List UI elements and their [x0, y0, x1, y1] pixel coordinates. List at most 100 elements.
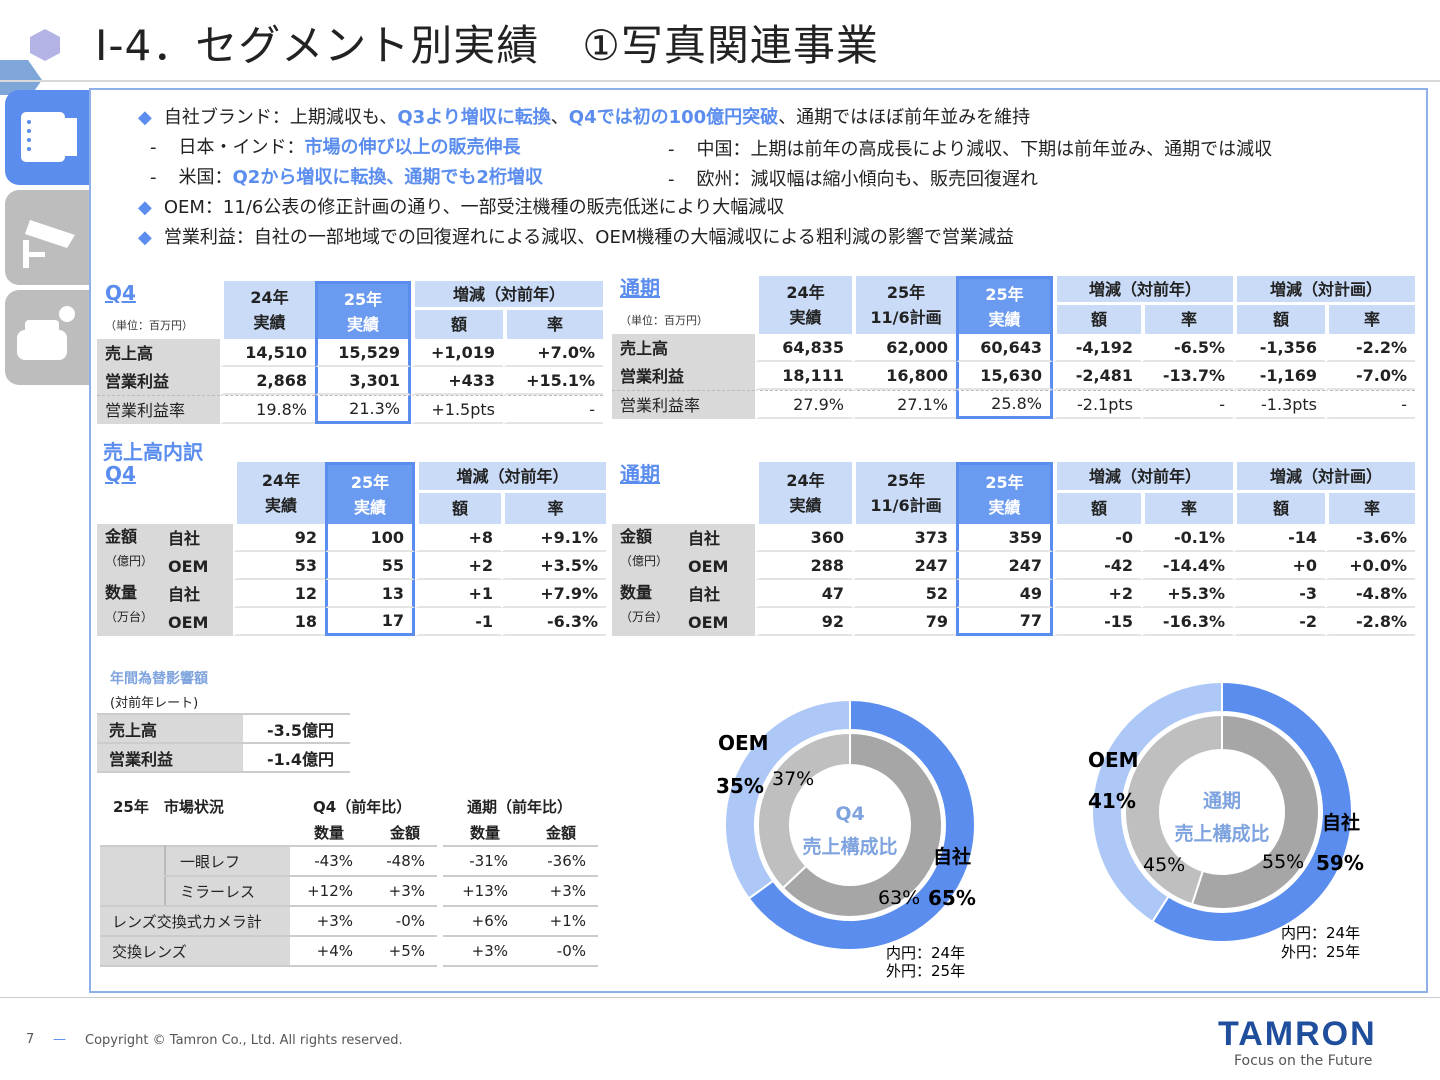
dash: -: [668, 169, 675, 190]
cell-value: 19.8%: [220, 395, 315, 424]
cell-value: -43%: [290, 846, 365, 877]
column-header: 額: [1233, 305, 1326, 334]
q4_breakdown-table: Q4 24年 実績 25年 実績 増減（対前年）額率金額 （億円） 自社 92 100 +8 +9…: [97, 462, 607, 636]
row-label: 営業利益: [97, 743, 243, 773]
bullet-operating-profit: ◆ 営業利益：自社の一部地域での回復遅れによる減収、OEM機種の大幅減収による粗利…: [138, 223, 1014, 249]
market-row: 交換レンズ +4% +5% +3% -0%: [100, 936, 598, 967]
cell-value: +1,019: [411, 339, 503, 367]
column-header: 25年 実績: [325, 462, 416, 524]
cell-value: 288: [755, 552, 852, 580]
cell-value: -: [1141, 390, 1234, 419]
cell-value: -1,169: [1233, 362, 1326, 390]
table-title[interactable]: 通期: [620, 462, 660, 486]
legend-own: 自社: [933, 845, 971, 868]
group-name: 金額: [105, 527, 138, 546]
column-header: 率: [503, 310, 604, 339]
fx-title: 年間為替影響額: [110, 671, 208, 687]
cell-value: -2: [1233, 608, 1326, 636]
column-group-header: 増減（対計画）: [1233, 276, 1416, 305]
side-tab-photo[interactable]: [5, 90, 91, 185]
table-title[interactable]: Q4: [105, 462, 136, 486]
donut-slice-inner-own: [1190, 713, 1320, 910]
column-header: 率: [1325, 305, 1416, 334]
donut-slice-outer-own: [747, 698, 976, 951]
text: 日本・インド：: [178, 137, 305, 158]
table-row: OEM 92 79 77 -15 -16.3% -2 -2.8%: [612, 608, 1416, 636]
highlight-text: Q2から増収に転換、通期でも2桁増収: [232, 167, 543, 188]
q4_summary-corner: Q4 （単位：百万円）: [97, 281, 220, 339]
table-row: OEM 18 17 -1 -6.3%: [97, 608, 607, 636]
cell-value: -: [1325, 390, 1416, 419]
cell-value: 53: [233, 552, 326, 580]
column-header: 24年 実績: [755, 462, 852, 524]
fx-table: 売上高 -3.5億円 営業利益 -1.4億円: [97, 713, 350, 773]
cell-value: -: [503, 395, 604, 424]
diamond-icon: ◆: [138, 197, 152, 218]
data-label-inner-own: 63%: [878, 887, 920, 909]
cell-value: 15,529: [315, 339, 411, 367]
diamond-icon: ◆: [138, 227, 152, 248]
fy_summary-corner: 通期 （単位：百万円）: [612, 276, 755, 334]
car-camera-icon: [17, 306, 75, 360]
table-title[interactable]: 通期: [620, 276, 660, 300]
donut-title: 売上構成比: [1174, 822, 1269, 845]
cell-value: +7.0%: [503, 339, 604, 367]
tagline: Focus on the Future: [1234, 1053, 1373, 1069]
unit-label: （単位：百万円）: [620, 314, 708, 327]
inner-ring-note: 内円：24年: [1281, 924, 1360, 942]
row-label: 自社: [160, 524, 234, 552]
side-tab-mobility[interactable]: [5, 290, 91, 385]
footer-dash: —: [53, 1032, 66, 1047]
group-label: 数量 （万台）: [97, 580, 160, 636]
cell-value: 13: [325, 580, 416, 608]
row-label: 営業利益: [97, 367, 220, 395]
cell-value: +7.9%: [501, 580, 607, 608]
text: 欧州：減収幅は縮小傾向も、販売回復遅れ: [696, 169, 1038, 190]
cell-value: -13.7%: [1141, 362, 1234, 390]
market-q4-header: Q4（前年比）: [313, 798, 412, 816]
cell-value: +15.1%: [503, 367, 604, 395]
table-row: 営業利益 18,111 16,800 15,630 -2,481 -13.7% -1,169…: [612, 362, 1416, 390]
text: 、: [550, 107, 569, 128]
diamond-icon: ◆: [138, 107, 152, 128]
donut-slice-inner-oem: [1124, 713, 1223, 906]
cell-value: +0: [1233, 552, 1326, 580]
column-group-header: 増減（対前年）: [1053, 276, 1234, 305]
cell-value: -2.1pts: [1053, 390, 1141, 419]
row-label: 売上高: [97, 339, 220, 367]
cell-value: 62,000: [852, 334, 956, 362]
donut-title: Q4: [835, 803, 864, 825]
cell-value: 52: [852, 580, 956, 608]
column-header: 率: [501, 493, 607, 524]
bullet-china: - 中国：上期は前年の高成長により減収、下期は前年並み、通期では減収: [668, 135, 1272, 161]
cell-value: 77: [956, 608, 1053, 636]
cell-value: 2,868: [220, 367, 315, 395]
side-tab-surveillance[interactable]: [5, 190, 91, 285]
outer-ring-note: 外円：25年: [886, 962, 965, 980]
cell-value: +433: [411, 367, 503, 395]
cell-value: -1,356: [1233, 334, 1326, 362]
text: OEM：11/6公表の修正計画の通り、一部受注機種の販売低迷により大幅減収: [163, 197, 785, 218]
sub-header: 数量: [470, 824, 501, 842]
row-label: OEM: [160, 552, 234, 580]
cell-value: -1.3pts: [1233, 390, 1326, 419]
text: 中国：上期は前年の高成長により減収、下期は前年並み、通期では減収: [696, 139, 1273, 160]
data-label-outer-oem: 35%: [716, 774, 764, 798]
row-label: ミラーレス: [164, 876, 290, 907]
cell-value: -0: [1053, 524, 1141, 552]
cell-value: 92: [233, 524, 326, 552]
cell-value: 3,301: [315, 367, 411, 395]
text: 営業利益：自社の一部地域での回復遅れによる減収、OEM機種の大幅減収による粗利減…: [163, 227, 1014, 248]
market-row: ミラーレス +12% +3% +13% +3%: [100, 876, 598, 907]
group-name: 数量: [620, 583, 653, 602]
row-label: 売上高: [612, 334, 755, 362]
table-title[interactable]: Q4: [105, 281, 136, 305]
cell-value: -36%: [520, 846, 598, 877]
donut-title: 通期: [1203, 790, 1241, 812]
cell-value: 79: [852, 608, 956, 636]
column-group-header: 増減（対前年）: [415, 462, 607, 493]
table-row: 売上高 64,835 62,000 60,643 -4,192 -6.5% -1,356 -2…: [612, 334, 1416, 362]
group-label: 金額 （億円）: [97, 524, 160, 580]
data-label-inner-oem: 45%: [1143, 854, 1185, 876]
